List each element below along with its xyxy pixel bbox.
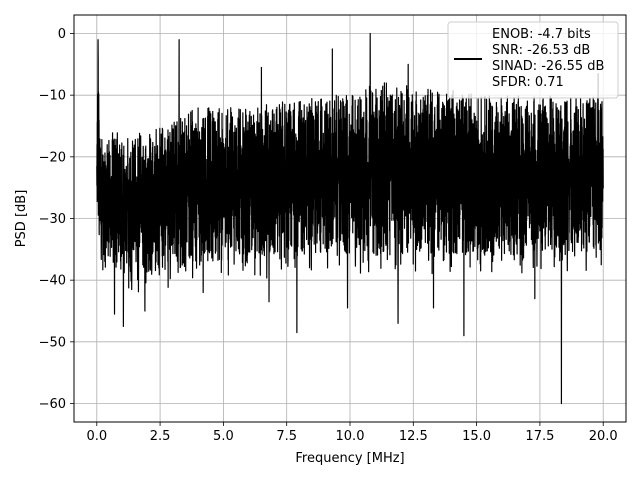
x-tick-label: 5.0 (213, 429, 234, 444)
x-tick-label: 2.5 (150, 429, 171, 444)
psd-series (96, 32, 604, 405)
x-tick-label: 12.5 (399, 429, 428, 444)
x-tick-label: 10.0 (336, 429, 365, 444)
y-tick-label: 0 (58, 27, 66, 42)
psd-line (96, 32, 604, 405)
y-tick-label: −50 (39, 335, 66, 350)
legend-line-enob: ENOB: -4.7 bits (492, 27, 591, 42)
x-axis-label: Frequency [MHz] (295, 451, 404, 466)
y-tick-label: −60 (39, 397, 66, 412)
legend-line-sinad: SINAD: -26.55 dB (492, 59, 604, 74)
axis-ticks: 0.0 2.5 5.0 7.5 10.0 12.5 15.0 17.5 20.0 0 −10 −20 −… (39, 27, 618, 444)
x-tick-label: 0.0 (86, 429, 107, 444)
y-tick-label: −40 (39, 274, 66, 289)
y-axis-label: PSD [dB] (14, 190, 29, 248)
y-tick-label: −10 (39, 89, 66, 104)
x-tick-label: 20.0 (589, 429, 618, 444)
x-tick-label: 15.0 (462, 429, 491, 444)
x-tick-label: 17.5 (525, 429, 554, 444)
legend: ENOB: -4.7 bits SNR: -26.53 dB SINAD: -2… (447, 21, 619, 99)
legend-box (447, 21, 619, 99)
y-tick-label: −30 (39, 212, 66, 227)
legend-line-sfdr: SFDR: 0.71 (492, 75, 564, 90)
legend-line-snr: SNR: -26.53 dB (492, 43, 590, 58)
x-tick-label: 7.5 (276, 429, 297, 444)
y-tick-label: −20 (39, 150, 66, 165)
